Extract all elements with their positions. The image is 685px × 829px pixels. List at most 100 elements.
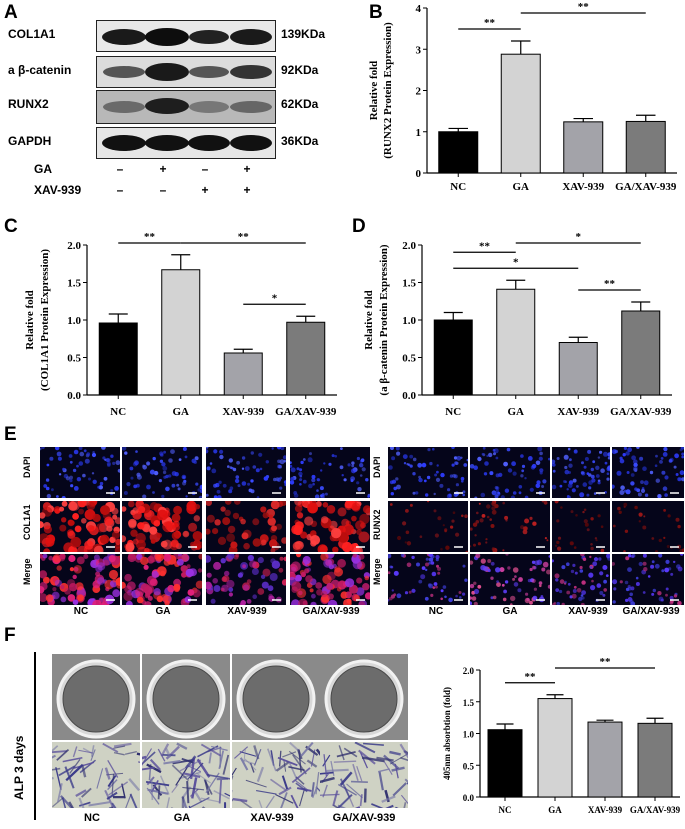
bar	[487, 729, 523, 798]
if-col-label: NC	[428, 606, 444, 617]
y-tick-label: 2.0	[463, 666, 475, 676]
y-tick-label: 1	[416, 127, 422, 139]
bar	[537, 698, 573, 798]
x-tick-label: XAV-939	[222, 406, 264, 418]
if-image-left	[122, 501, 202, 552]
if-image-right	[470, 447, 550, 498]
if-image-right	[388, 501, 468, 552]
bar	[286, 321, 326, 396]
wb-protein-label: COL1A1	[8, 27, 56, 41]
alp-col-label: NC	[84, 812, 100, 824]
x-tick-label: XAV-939	[557, 406, 599, 418]
bar	[558, 342, 598, 396]
if-image-left	[290, 554, 370, 605]
if-image-left	[40, 447, 120, 498]
chart-alp-absorbance: 0.0 0.5 1.0 1.5 2.0 NC GA XAV-939 GA/XAV-939 ** **…	[442, 656, 681, 815]
if-image-left	[122, 447, 202, 498]
alp-micrograph	[52, 742, 140, 808]
y-tick-label: 2.0	[67, 240, 81, 252]
x-tick-label: NC	[445, 406, 461, 418]
significance-label: *	[513, 256, 519, 268]
alp-micrograph	[320, 742, 408, 808]
if-image-right	[388, 554, 468, 605]
wb-condition-label: XAV-939	[34, 183, 82, 197]
y-tick-label: 0.0	[402, 390, 416, 402]
wb-size-label: 36KDa	[281, 134, 319, 148]
bar	[621, 310, 661, 396]
x-tick-label: GA/XAV-939	[615, 181, 677, 193]
alp-col-label: GA/XAV-939	[332, 812, 396, 824]
y-tick-label: 1.0	[463, 730, 475, 740]
bar	[161, 269, 201, 396]
blot-col1a1	[96, 20, 276, 52]
if-image-right	[470, 501, 550, 552]
bar	[625, 120, 666, 174]
y-axis-label: (COL1A1 Protein Expression)	[39, 249, 51, 391]
alp-dish-image	[320, 654, 408, 740]
wb-protein-label: RUNX2	[8, 97, 49, 111]
bar	[563, 121, 604, 174]
if-image-right	[612, 501, 684, 552]
wb-mark: –	[159, 183, 167, 197]
wb-mark: +	[201, 183, 209, 197]
if-row-label: RUNX2	[372, 509, 382, 540]
y-tick-label: 0	[416, 168, 422, 180]
significance-label: **	[484, 17, 496, 29]
if-image-right	[612, 447, 684, 498]
if-image-left	[122, 554, 202, 605]
y-tick-label: 0.5	[67, 353, 81, 365]
significance-label: **	[578, 1, 590, 13]
if-image-left	[206, 554, 286, 605]
if-image-left	[290, 501, 370, 552]
y-tick-label: 2	[416, 86, 422, 98]
y-tick-label: 3	[416, 44, 422, 56]
if-col-label: XAV-939	[568, 606, 608, 617]
panel-label-e: E	[4, 424, 17, 445]
bar	[438, 131, 479, 174]
wb-mark: +	[243, 162, 251, 176]
x-tick-label: NC	[499, 805, 512, 815]
if-row-label: COL1A1	[22, 504, 32, 540]
x-tick-label: GA	[548, 805, 562, 815]
y-tick-label: 1.5	[463, 698, 475, 708]
y-tick-label: 1.0	[402, 315, 416, 327]
significance-label: **	[238, 231, 250, 243]
panel-label-a: A	[4, 2, 18, 23]
alp-col-label: GA	[173, 812, 191, 824]
chart-beta-catenin: 0.00.51.01.52.0NC GA XAV-939 GA/XAV-939****…	[363, 231, 672, 418]
if-image-left	[206, 501, 286, 552]
if-col-label: GA/XAV-939	[302, 606, 360, 617]
panel-label-d: D	[352, 216, 366, 237]
wb-mark: –	[116, 162, 124, 176]
blot-gapdh	[96, 127, 276, 159]
wb-mark: +	[243, 183, 251, 197]
y-axis-label: (RUNX2 Protein Expression)	[382, 22, 394, 159]
y-tick-label: 4	[416, 3, 422, 15]
wb-size-label: 62KDa	[281, 97, 319, 111]
panel-label-b: B	[369, 2, 383, 23]
wb-protein-label: a β-catenin	[8, 63, 72, 77]
y-tick-label: 1.5	[67, 278, 81, 290]
alp-dish-image	[52, 654, 140, 740]
wb-mark: –	[116, 183, 124, 197]
bar	[500, 53, 541, 174]
wb-mark: –	[201, 162, 209, 176]
if-col-label: GA	[155, 606, 171, 617]
if-image-left	[206, 447, 286, 498]
wb-condition-label: GA	[34, 162, 52, 176]
bar	[223, 352, 263, 396]
y-axis-label: (a β-catenin Protein Expression)	[378, 244, 390, 395]
y-axis-label: Relative fold	[24, 290, 36, 350]
significance-label: *	[272, 292, 278, 304]
wb-size-label: 139KDa	[281, 27, 326, 41]
if-image-left	[40, 554, 120, 605]
significance-label: **	[479, 240, 491, 252]
if-image-left	[290, 447, 370, 498]
y-tick-label: 1.5	[402, 278, 416, 290]
bar	[98, 322, 138, 396]
if-row-label: DAPI	[22, 456, 32, 478]
x-tick-label: XAV-939	[562, 181, 604, 193]
significance-label: *	[576, 231, 582, 243]
x-tick-label: GA/XAV-939	[630, 805, 681, 815]
if-row-label: Merge	[372, 558, 382, 585]
